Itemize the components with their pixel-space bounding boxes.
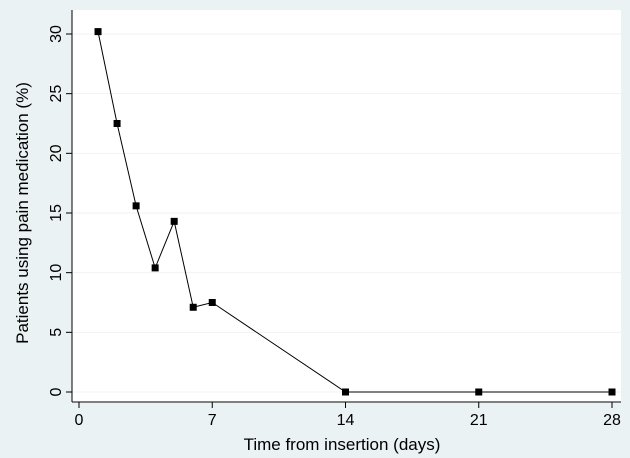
axes: 0 5 10 15 20 25 30 0 7 14 21 28 [48,10,621,429]
series [94,28,616,396]
x-tick-label-28: 28 [603,412,621,429]
data-point-3 [132,202,140,210]
x-tick-label-0: 0 [75,412,84,429]
x-axis-title: Time from insertion (days) [244,435,441,454]
data-point-2 [113,120,121,127]
grid [73,33,621,393]
data-point-28 [608,388,616,396]
data-point-21 [475,388,483,396]
data-point-14 [342,388,349,396]
plot-area [72,10,621,403]
data-point-6 [189,303,197,311]
x-tick-label-7: 7 [208,412,217,429]
y-tick-label-0: 0 [48,387,65,396]
y-tick-label-15: 15 [48,204,65,222]
y-tick-label-20: 20 [48,144,65,162]
y-axis-title: Patients using pain medication (%) [13,82,32,344]
data-point-1 [94,28,102,36]
data-point-7 [208,299,216,306]
x-tick-label-21: 21 [470,412,488,429]
x-tick-label-14: 14 [337,412,355,429]
series-line-0 [97,31,612,393]
y-tick-label-5: 5 [48,328,65,337]
y-tick-label-30: 30 [48,25,65,43]
y-tick-label-25: 25 [48,85,65,103]
data-point-4 [151,264,159,272]
data-point-5 [170,217,178,225]
y-tick-label-10: 10 [48,264,65,282]
